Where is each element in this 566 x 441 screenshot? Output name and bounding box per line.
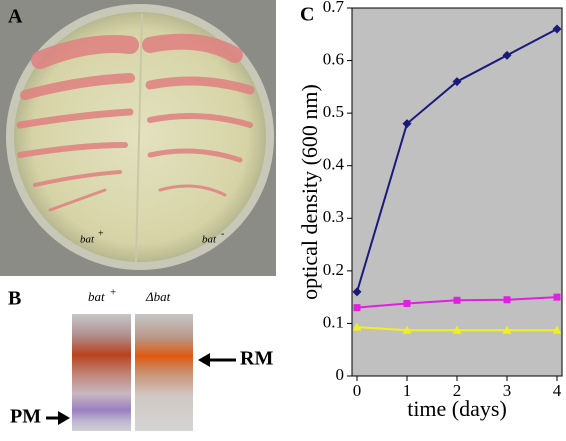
strain-sign: + bbox=[98, 228, 104, 239]
strain-label: bat bbox=[202, 234, 217, 246]
marker bbox=[452, 77, 462, 87]
y-tick-label: 0.2 bbox=[323, 260, 344, 279]
x-axis-label: time (days) bbox=[407, 396, 507, 421]
marker bbox=[353, 304, 361, 312]
marker bbox=[552, 24, 562, 34]
band-label: PM bbox=[10, 406, 41, 428]
arrow bbox=[46, 353, 236, 425]
marker bbox=[352, 322, 362, 331]
band-label: RM bbox=[240, 348, 273, 370]
y-tick-label: 0.4 bbox=[323, 155, 345, 174]
x-tick-label: 3 bbox=[503, 381, 512, 400]
marker bbox=[452, 325, 462, 334]
strain-sign: - bbox=[221, 228, 224, 239]
petri-photo bbox=[0, 0, 276, 276]
lane-sign: + bbox=[110, 287, 116, 299]
marker bbox=[502, 50, 512, 60]
x-tick-label: 2 bbox=[453, 381, 462, 400]
x-tick-label: 1 bbox=[403, 381, 412, 400]
marker bbox=[403, 299, 411, 307]
marker bbox=[552, 325, 562, 334]
strain-label: bat bbox=[80, 234, 95, 246]
y-tick-label: 0.5 bbox=[323, 102, 344, 121]
marker bbox=[402, 119, 412, 129]
y-tick-label: 0.1 bbox=[323, 312, 344, 331]
marker bbox=[352, 287, 362, 297]
lane-label: bat bbox=[88, 289, 105, 304]
marker bbox=[503, 296, 511, 304]
marker bbox=[402, 325, 412, 334]
plot-background bbox=[351, 7, 563, 377]
y-tick-label: 0.7 bbox=[323, 0, 345, 16]
marker bbox=[553, 293, 561, 301]
y-tick-label: 0 bbox=[336, 365, 345, 384]
panel-label: C bbox=[300, 4, 314, 26]
panel-label: A bbox=[8, 6, 23, 28]
gel-lane bbox=[72, 314, 131, 431]
marker bbox=[453, 296, 461, 304]
y-tick-label: 0.3 bbox=[323, 207, 344, 226]
x-tick-label: 0 bbox=[353, 381, 362, 400]
panel-label: B bbox=[8, 288, 21, 310]
y-axis-label: optical density (600 nm) bbox=[297, 84, 322, 300]
x-tick-label: 4 bbox=[553, 381, 562, 400]
marker bbox=[502, 325, 512, 334]
gel-lane bbox=[135, 314, 193, 431]
lane-label: Δbat bbox=[145, 289, 171, 304]
y-tick-label: 0.6 bbox=[323, 49, 344, 68]
